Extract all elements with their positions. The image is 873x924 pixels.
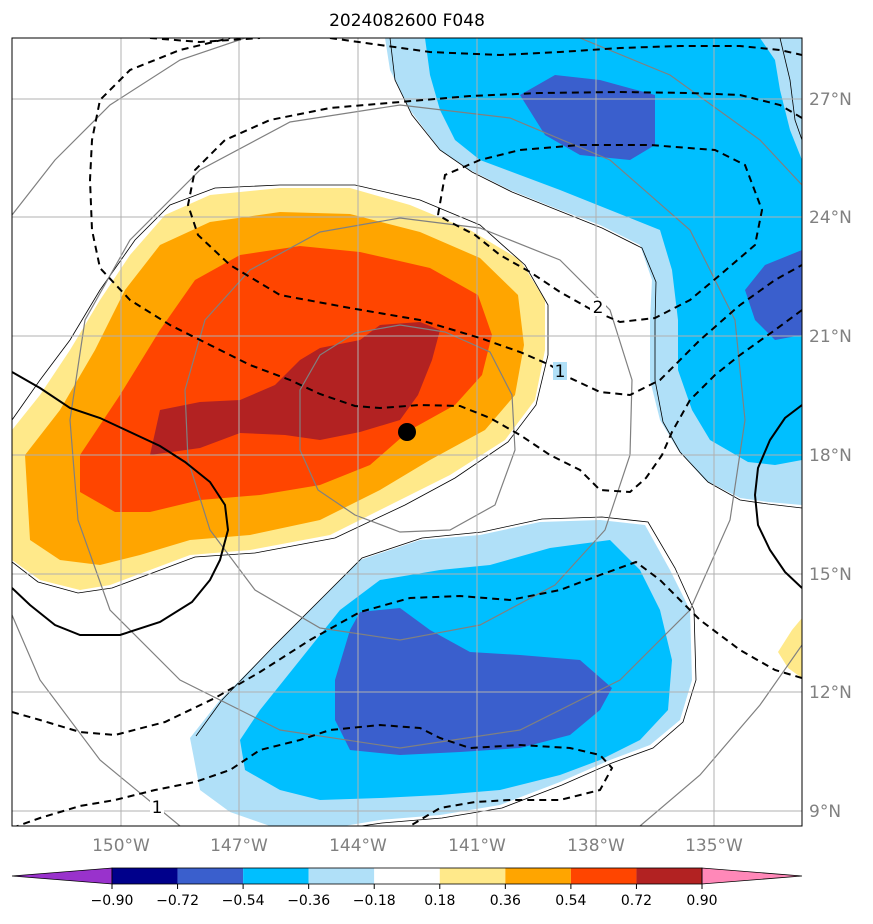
colorbar-box (439, 868, 506, 884)
lon-tick-labels: 150°W 147°W 144°W 141°W 138°W 135°W (92, 836, 743, 856)
colorbar-tick-label: 0.18 (424, 893, 455, 909)
lat-tick-24N: 24°N (809, 208, 852, 228)
colorbar-tick-label: 0.36 (490, 893, 521, 909)
colorbar-box (505, 868, 571, 884)
colorbar-box (374, 868, 440, 884)
colorbar-box (112, 868, 178, 884)
contour-labels: 2 1 1 (150, 298, 606, 818)
thin-contour-ne2 (779, 38, 802, 141)
negative-anomaly-south (190, 520, 692, 826)
colorbar-box (308, 868, 375, 884)
range-ring-4 (12, 38, 246, 216)
contour-label-1b: 1 (152, 798, 163, 818)
thin-contour-warm (12, 184, 549, 594)
colorbar-extend-high (701, 867, 803, 885)
solid-contour-east (753, 404, 802, 589)
colorbar-tick-label: −0.36 (287, 893, 330, 909)
contour-label-bg-1b (150, 798, 164, 816)
map-panel: 2 1 1 (12, 38, 802, 826)
lat-tick-9N: 9°N (809, 802, 841, 822)
colorbar-tick-label: −0.54 (222, 893, 265, 909)
colorbar-tick-label: −0.90 (91, 893, 134, 909)
dashed-contour-mid (88, 38, 802, 494)
colorbar-tick-label: −0.72 (156, 893, 199, 909)
contour-label-2: 2 (593, 298, 604, 318)
range-ring-1 (299, 324, 516, 533)
map-frame (11, 37, 803, 827)
contour-label-bg-2 (590, 298, 606, 316)
contour-label-bg-1 (553, 362, 567, 380)
colorbar-box (243, 868, 309, 884)
lon-tick-141W: 141°W (448, 836, 506, 856)
colorbar-box (177, 868, 244, 884)
range-ring-4b (579, 38, 802, 186)
range-rings (12, 38, 802, 826)
lat-tick-12N: 12°N (809, 683, 852, 703)
colorbar-tick-label: −0.18 (353, 893, 396, 909)
shade-0.72-0.90 (150, 322, 440, 455)
colorbar-tick-label: 0.54 (555, 893, 586, 909)
lon-tick-138W: 138°W (567, 836, 625, 856)
shade-neg-0.54-b (745, 250, 802, 340)
lon-tick-144W: 144°W (329, 836, 387, 856)
chart-title: 2024082600 F048 (329, 11, 485, 31)
solid-contours (12, 371, 802, 636)
dashed-contour-0 (12, 560, 802, 737)
lat-tick-18N: 18°N (809, 446, 852, 466)
lon-tick-147W: 147°W (210, 836, 268, 856)
negative-anomaly-northeast (385, 38, 802, 505)
lat-tick-27N: 27°N (809, 90, 852, 110)
dashed-contour-1a (186, 90, 802, 397)
lat-tick-21N: 21°N (809, 327, 852, 347)
dashed-contours (12, 38, 802, 826)
colorbar-boxes (11, 867, 803, 885)
colorbar-tick-label: 0.90 (686, 893, 717, 909)
lat-tick-15N: 15°N (809, 565, 852, 585)
colorbar-outline (111, 867, 703, 885)
shade-neg-0.54-a (520, 75, 655, 160)
range-ring-3 (69, 104, 746, 749)
center-marker (398, 423, 416, 441)
dashed-contour-1b (14, 723, 614, 826)
colorbar-box (636, 868, 702, 884)
colorbar-tick-label: 0.72 (621, 893, 652, 909)
contour-label-1: 1 (555, 362, 566, 382)
colorbar-extend-low (11, 867, 113, 885)
shade-neg-0.36 (425, 38, 802, 465)
lon-tick-150W: 150°W (92, 836, 150, 856)
grid-lines (12, 38, 802, 826)
shade-0.18-0.36-small (778, 618, 802, 678)
colorbar-tick-labels: −0.90 −0.72 −0.54 −0.36 −0.18 0.18 0.36 0.54 0.7… (91, 884, 718, 909)
colorbar: −0.90 −0.72 −0.54 −0.36 −0.18 0.18 0.36 0.54 0.7… (11, 867, 803, 909)
range-ring-4d (639, 644, 802, 826)
lat-tick-labels: 27°N 24°N 21°N 18°N 15°N 12°N 9°N (809, 90, 852, 822)
colorbar-box (570, 868, 637, 884)
lon-tick-135W: 135°W (685, 836, 743, 856)
solid-contour-west (12, 371, 230, 636)
dashed-contour-top (149, 38, 802, 57)
thin-contour-ne (389, 38, 802, 509)
